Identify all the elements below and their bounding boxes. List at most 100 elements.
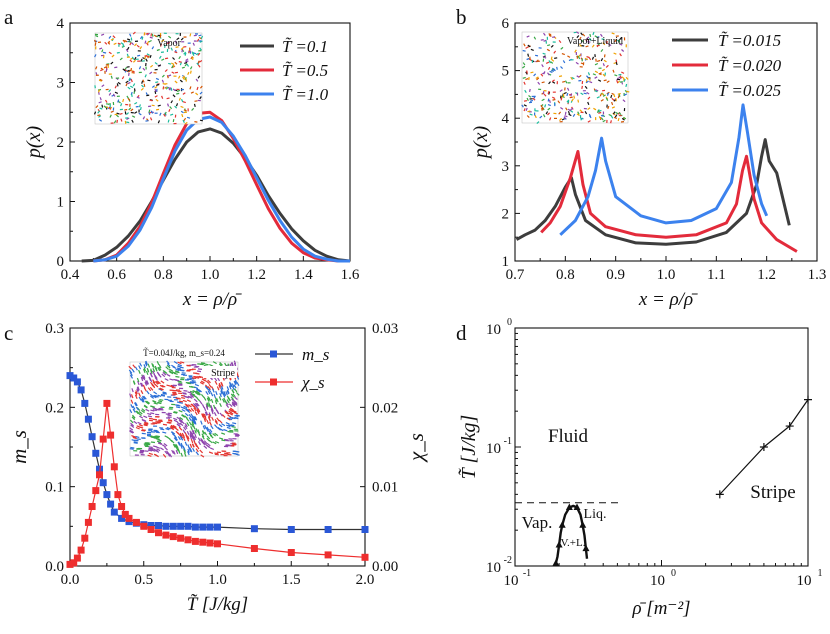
snapshot-particle [127, 81, 131, 85]
snapshot-particle [148, 109, 151, 113]
snapshot-particle [133, 420, 138, 425]
legend-marker [270, 350, 277, 358]
snapshot-particle [209, 421, 212, 426]
snapshot-particle [547, 72, 550, 76]
snapshot-particle [144, 55, 148, 57]
snapshot-particle [192, 377, 197, 379]
snapshot-particle [587, 72, 591, 76]
snapshot-particle [187, 448, 190, 453]
snapshot-particle [128, 369, 133, 374]
x-axis-label: x = ρ/ρ̄ [182, 289, 242, 310]
snapshot-particle [529, 88, 531, 93]
snapshot-particle [103, 66, 108, 69]
snapshot-particle [623, 93, 628, 96]
snapshot-particle [156, 83, 160, 85]
snapshot-particle [138, 424, 143, 427]
snapshot-particle [214, 424, 218, 429]
snapshot-particle [166, 41, 171, 45]
snapshot-particle [588, 115, 592, 119]
snapshot-particle [231, 402, 236, 406]
legend-label: T̃ =0.1 [282, 37, 328, 56]
snapshot-particle [186, 116, 191, 119]
snapshot-particle [526, 115, 530, 119]
snapshot-particle [615, 111, 619, 115]
snapshot-particle [175, 375, 180, 378]
data-marker [155, 529, 162, 537]
snapshot-particle [145, 58, 148, 62]
snapshot-particle [565, 107, 568, 111]
snapshot-particle [205, 444, 210, 448]
data-marker [132, 518, 140, 526]
snapshot-particle [548, 60, 551, 64]
y-tick-label: 3 [57, 76, 65, 92]
snapshot-particle [175, 368, 180, 372]
snapshot-particle [206, 435, 211, 440]
snapshot-particle [226, 417, 231, 421]
snapshot-particle [172, 118, 175, 123]
snapshot-particle [192, 443, 195, 448]
data-marker [287, 549, 295, 556]
snapshot-particle [160, 393, 166, 396]
snapshot-particle [523, 108, 526, 112]
snapshot-particle [142, 79, 145, 83]
snapshot-particle [144, 381, 148, 386]
snapshot-particle [143, 424, 148, 427]
snapshot-particle [540, 73, 544, 77]
snapshot-particle [177, 449, 181, 454]
snapshot-particle [161, 384, 166, 388]
snapshot-particle [534, 114, 537, 119]
snapshot-particle [547, 98, 550, 102]
snapshot-particle [122, 98, 125, 103]
y-tick-label: 0.0 [45, 559, 64, 575]
snapshot-particle [186, 399, 191, 403]
snapshot-particle [166, 450, 170, 455]
snapshot-particle [156, 48, 160, 52]
snapshot-particle [228, 385, 232, 390]
snapshot-particle [119, 112, 123, 115]
snapshot-particle [619, 36, 623, 40]
snapshot-particle [560, 97, 563, 101]
snapshot-particle [613, 52, 617, 55]
snapshot-particle [195, 451, 199, 456]
snapshot-particle [146, 42, 149, 46]
snapshot-particle [138, 365, 142, 370]
snapshot-particle [589, 33, 592, 38]
data-marker [77, 546, 85, 554]
snapshot-particle [184, 423, 188, 428]
snapshot-particle [150, 409, 155, 412]
snapshot-particle [173, 411, 178, 414]
x-tick-label: 0.8 [154, 267, 173, 283]
snapshot-particle [134, 402, 138, 407]
x-tick-label: 10 [797, 573, 812, 589]
snapshot-particle [128, 77, 131, 81]
data-marker [206, 539, 214, 547]
snapshot-particle [182, 436, 186, 442]
snapshot-particle [236, 373, 240, 378]
snapshot-particle [113, 120, 117, 124]
snapshot-particle [151, 104, 155, 107]
snapshot-particle [142, 395, 146, 400]
snapshot-particle [214, 420, 219, 425]
snapshot-particle [138, 369, 141, 374]
snapshot-particle [219, 437, 224, 440]
snapshot-particle [558, 75, 563, 78]
data-marker [361, 553, 369, 561]
snapshot-particle [132, 436, 137, 440]
snapshot-particle [138, 104, 141, 108]
snapshot-particle [179, 369, 184, 372]
snapshot-particle [199, 96, 202, 100]
snapshot-particle [154, 90, 157, 94]
snapshot-particle [540, 104, 544, 109]
panel-label-c: c [4, 321, 13, 345]
snapshot-particle [218, 423, 223, 428]
x-tick-label: 1.6 [341, 267, 360, 283]
x-tick-label: 0.9 [606, 267, 625, 283]
snapshot-particle [224, 410, 229, 415]
snapshot-particle [566, 99, 570, 103]
snapshot-particle [142, 374, 146, 379]
snapshot-particle [152, 367, 156, 373]
snapshot-particle [130, 85, 134, 89]
snapshot-particle [130, 424, 135, 428]
snapshot-particle [199, 47, 202, 51]
snapshot-particle [185, 60, 189, 63]
